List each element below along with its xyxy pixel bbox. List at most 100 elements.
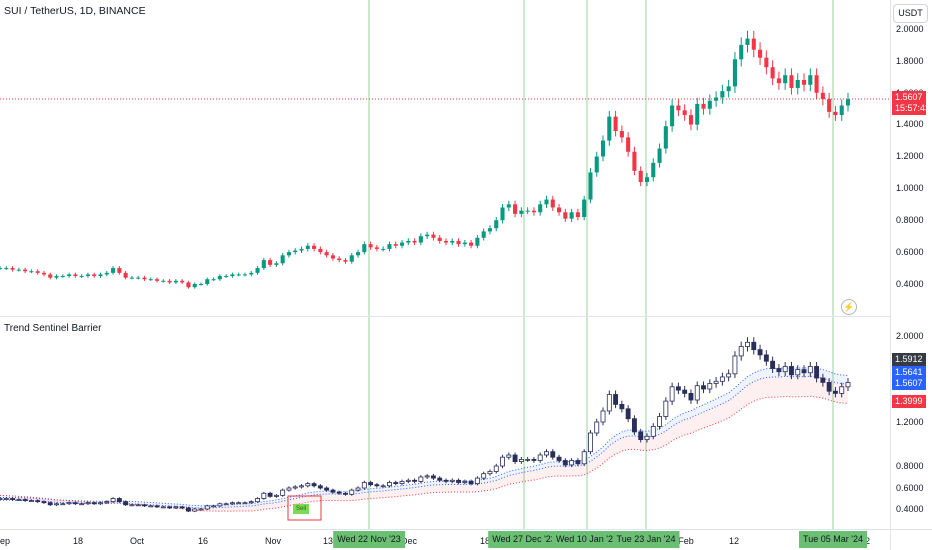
- main-candle-body: [814, 75, 819, 93]
- indicator-candle-body: [192, 508, 198, 512]
- main-candle-body: [569, 212, 574, 219]
- indicator-candle-body: [770, 360, 776, 369]
- main-candle-body: [827, 99, 832, 112]
- indicator-candle-body: [317, 485, 323, 489]
- indicator-candle-body: [186, 507, 191, 512]
- main-candle-body: [670, 105, 675, 127]
- indicator-candle-body: [581, 451, 587, 465]
- time-axis-border: [0, 529, 932, 530]
- main-candle-body: [839, 105, 844, 116]
- indicator-candle-body: [506, 454, 512, 458]
- indicator-candle-body: [129, 504, 135, 507]
- main-candle-body: [626, 137, 631, 152]
- indicator-candle-body: [657, 416, 662, 427]
- main-candle-body: [450, 240, 455, 243]
- main-candle-body: [563, 212, 568, 219]
- main-candle-body: [801, 80, 807, 85]
- indicator-candle-body: [701, 385, 706, 390]
- pane-separator[interactable]: [0, 316, 890, 317]
- main-candle-body: [142, 277, 147, 280]
- main-candle-body: [456, 240, 461, 245]
- indicator-candle-body: [745, 341, 750, 347]
- main-candle-body: [701, 103, 706, 109]
- main-candle-body: [795, 80, 800, 88]
- indicator-candle-body: [28, 500, 34, 503]
- main-candle-body: [538, 204, 543, 213]
- main-candle-body: [519, 210, 524, 214]
- main-candle-body: [111, 268, 116, 273]
- main-candle-body: [462, 242, 467, 245]
- main-candle-body: [23, 269, 28, 272]
- main-candle-body: [261, 260, 266, 269]
- lower-band-line: [0, 395, 849, 512]
- indicator-candle-body: [236, 502, 242, 505]
- indicator-candle-body: [481, 473, 487, 479]
- indicator-candle-body: [675, 386, 681, 391]
- indicator-candle-body: [242, 502, 248, 505]
- main-candle-body: [217, 276, 222, 280]
- main-y-tick: 1.0000: [896, 183, 924, 193]
- main-candle-body: [368, 244, 373, 248]
- indicator-candle-body: [255, 498, 260, 503]
- indicator-candle-body: [47, 502, 53, 506]
- indicator-candle-body: [738, 346, 744, 357]
- main-candle-body: [129, 277, 134, 279]
- main-candle-body: [751, 38, 756, 50]
- main-candle-body: [607, 116, 612, 141]
- indicator-candle-body: [374, 484, 380, 487]
- indicator-candle-body: [387, 482, 392, 487]
- main-candle-body: [161, 280, 166, 282]
- main-candle-body: [136, 277, 141, 279]
- indicator-candle-body: [606, 394, 612, 412]
- main-y-tick: 0.6000: [896, 247, 924, 257]
- time-axis-tick: Nov: [264, 536, 282, 546]
- lightning-icon[interactable]: ⚡: [841, 299, 857, 315]
- main-candle-body: [79, 276, 84, 278]
- indicator-candle-body: [116, 498, 122, 503]
- indicator-candle-body: [154, 505, 160, 508]
- main-candle-body: [663, 126, 668, 149]
- indicator-candle-body: [424, 475, 430, 478]
- indicator-candle-body: [707, 383, 713, 390]
- main-y-tick: 0.8000: [896, 215, 924, 225]
- indicator-candle-body: [820, 377, 826, 383]
- indicator-candle-body: [54, 503, 59, 506]
- indicator-candle-body: [380, 485, 386, 488]
- main-candle-body: [575, 212, 580, 218]
- indicator-candle-body: [343, 492, 348, 495]
- bar-countdown: 15:57:43: [895, 103, 931, 113]
- main-candle-body: [16, 269, 21, 271]
- upper-band-line: [0, 366, 849, 507]
- indicator-candle-body: [98, 502, 103, 505]
- main-candle-body: [48, 274, 53, 278]
- main-candle-body: [67, 274, 72, 277]
- main-candle-body: [506, 204, 511, 208]
- indicator-candle-body: [368, 482, 374, 486]
- symbol-title[interactable]: SUI / TetherUS, 1D, BINANCE: [4, 5, 146, 17]
- main-candle-body: [638, 170, 643, 182]
- indicator-candle-body: [273, 494, 279, 497]
- currency-button[interactable]: USDT: [893, 4, 928, 23]
- date-marker-tag: Tue 05 Mar '24: [799, 531, 867, 548]
- main-candle-body: [588, 172, 593, 200]
- indicator-candle-body: [832, 390, 838, 394]
- main-candle-body: [10, 268, 15, 270]
- main-candle-body: [557, 207, 562, 213]
- main-candle-body: [513, 204, 518, 214]
- main-candle-body: [180, 280, 185, 283]
- main-candle-body: [324, 252, 329, 256]
- main-candle-body: [783, 75, 788, 84]
- indicator-title[interactable]: Trend Sentinel Barrier: [4, 323, 102, 334]
- main-candle-body: [280, 255, 285, 264]
- main-candle-body: [230, 274, 235, 277]
- time-axis-tick: 18: [72, 536, 84, 546]
- main-candle-body: [764, 57, 769, 68]
- indicator-candle-body: [613, 394, 619, 405]
- main-candle-body: [362, 244, 367, 253]
- main-candle-body: [688, 115, 694, 125]
- main-candle-body: [425, 234, 430, 237]
- indicator-candle-body: [336, 491, 342, 494]
- indicator-candle-body: [638, 431, 644, 440]
- indicator-candle-body: [217, 503, 223, 507]
